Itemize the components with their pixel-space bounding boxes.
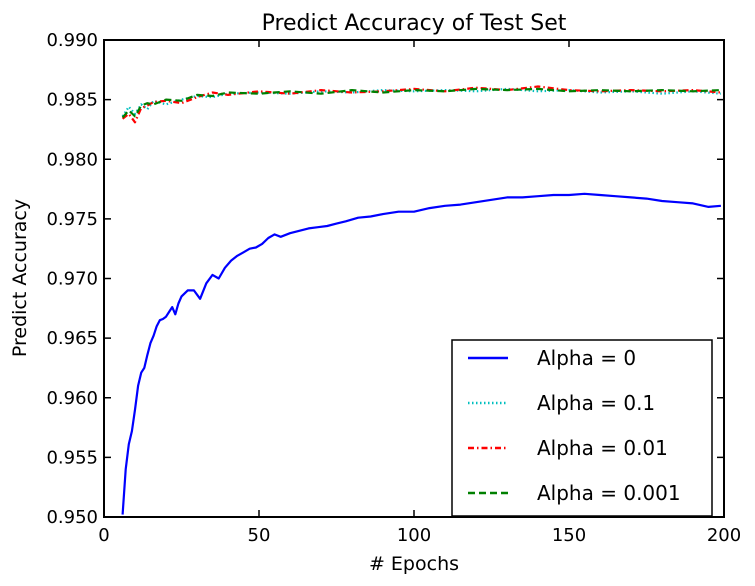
- legend-label: Alpha = 0.001: [537, 481, 681, 505]
- y-tick-label: 0.960: [46, 388, 98, 409]
- y-tick-label: 0.955: [46, 447, 98, 468]
- x-tick-label: 100: [397, 525, 431, 546]
- x-tick-label: 200: [707, 525, 741, 546]
- y-tick-label: 0.970: [46, 269, 98, 290]
- y-axis-label: Predict Accuracy: [9, 199, 31, 357]
- series-layer: [121, 85, 721, 515]
- y-tick-label: 0.975: [46, 209, 98, 230]
- legend: Alpha = 0 Alpha = 0.1 Alpha = 0.01 Alpha = …: [451, 339, 713, 517]
- y-tick-label: 0.980: [46, 149, 98, 170]
- legend-label: Alpha = 0: [537, 346, 636, 370]
- y-tick-label: 0.965: [46, 328, 98, 349]
- legend-box: [451, 339, 713, 517]
- legend-label: Alpha = 0.1: [537, 391, 655, 415]
- x-tick-label: 50: [248, 525, 271, 546]
- plot-frame: [103, 39, 725, 518]
- x-tick-label: 150: [552, 525, 586, 546]
- chart-title: Predict Accuracy of Test Set: [262, 11, 567, 36]
- y-tick-label: 0.985: [46, 90, 98, 111]
- y-tick-label: 0.950: [46, 507, 98, 528]
- x-tick-label: 0: [98, 525, 109, 546]
- legend-label: Alpha = 0.01: [537, 436, 668, 460]
- axis-ticks: 0 50 100 150 200 0.950 0.955 0.960 0.965 0.970 0.9…: [46, 30, 741, 546]
- x-axis-label: # Epochs: [369, 553, 459, 575]
- series-line-4: [121, 87, 721, 119]
- y-tick-label: 0.990: [46, 30, 98, 51]
- series-line-1: [121, 192, 721, 515]
